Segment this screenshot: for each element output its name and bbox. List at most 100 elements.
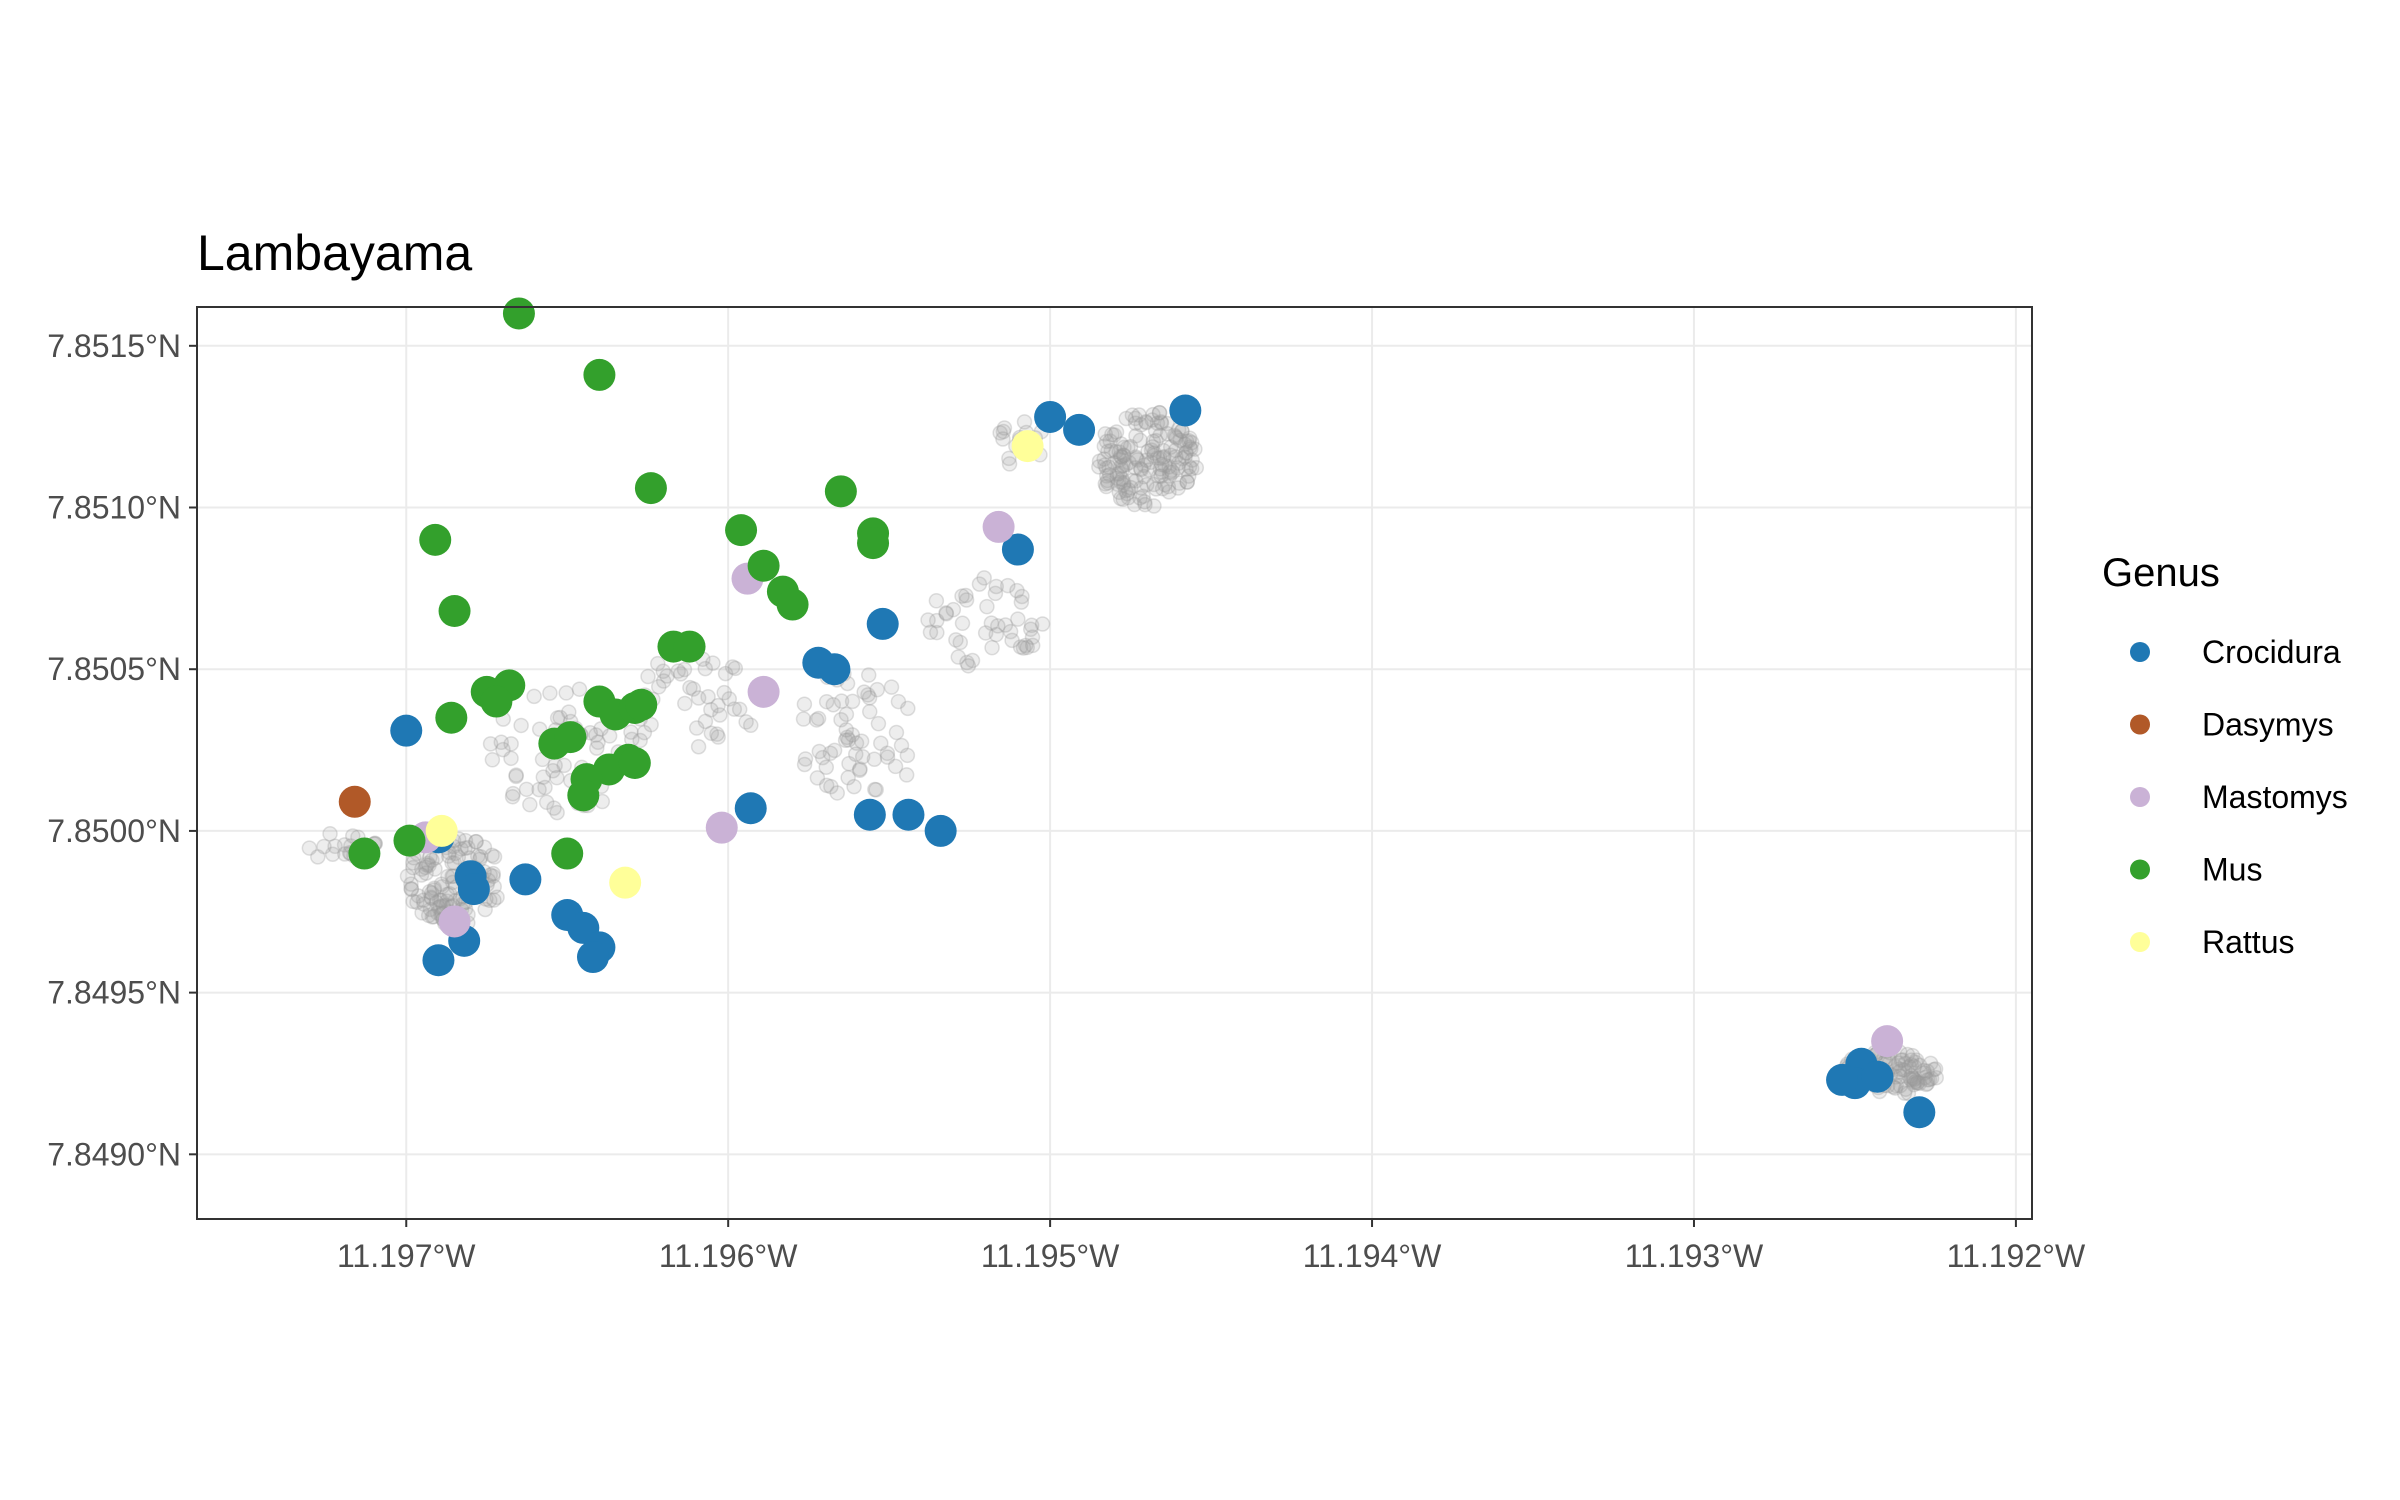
background-point (1129, 452, 1146, 468)
background-point (883, 679, 900, 695)
background-point (899, 747, 916, 764)
background-point (405, 859, 421, 876)
background-point (1166, 427, 1183, 444)
background-point (1896, 1085, 1913, 1101)
background-point (1099, 468, 1115, 484)
background-point (460, 839, 476, 856)
background-point (403, 876, 419, 892)
background-point (485, 865, 501, 882)
background-point (447, 845, 464, 862)
background-point (1133, 417, 1149, 433)
x-tick-label: 11.196°W (659, 1238, 798, 1274)
background-point (1109, 466, 1126, 482)
background-point (1015, 640, 1032, 656)
background-point (990, 618, 1006, 634)
background-point (890, 693, 907, 710)
background-point (673, 666, 689, 682)
background-point (403, 880, 419, 897)
background-point (1000, 577, 1016, 594)
y-tick-label: 7.8500°N (47, 813, 181, 849)
background-point (700, 689, 716, 705)
background-point (1023, 617, 1040, 634)
background-point (712, 707, 728, 723)
background-point (1901, 1058, 1918, 1075)
data-point-mus (857, 527, 890, 560)
background-point (316, 838, 332, 855)
background-point (1112, 448, 1129, 465)
background-point (1137, 496, 1153, 513)
background-point (423, 890, 440, 907)
background-point (1124, 407, 1141, 423)
background-point (1153, 468, 1169, 484)
background-point (418, 865, 434, 881)
y-tick-label: 7.8515°N (47, 328, 181, 364)
data-point-crocidura (422, 944, 455, 977)
background-point (1895, 1061, 1911, 1078)
background-point (1131, 407, 1147, 423)
background-point (1115, 447, 1132, 463)
data-point-mus (502, 297, 535, 330)
background-point (1132, 432, 1148, 449)
background-point (589, 740, 605, 756)
background-point (1153, 456, 1170, 473)
background-point (1154, 480, 1171, 497)
legend-label: Mastomys (2202, 779, 2348, 815)
background-point (1150, 468, 1167, 484)
y-axis: 7.8490°N 7.8495°N 7.8500°N 7.8505°N 7.8510°N… (47, 328, 197, 1172)
background-point (1096, 438, 1113, 454)
background-point (888, 724, 905, 741)
background-point (1162, 439, 1179, 455)
background-point (1109, 470, 1125, 486)
background-point (1115, 491, 1131, 508)
background-point (1892, 1077, 1908, 1094)
data-point-mus (725, 514, 758, 547)
grid-lines (197, 307, 2032, 1219)
background-point (1146, 447, 1162, 464)
background-point (1921, 1071, 1938, 1088)
background-point (796, 756, 813, 773)
background-point (1903, 1052, 1920, 1068)
data-point-mus (583, 358, 616, 391)
x-tick-label: 11.193°W (1625, 1238, 1764, 1274)
background-point (1116, 439, 1132, 456)
legend-label: Rattus (2202, 924, 2294, 960)
background-point (873, 735, 889, 751)
background-point (467, 834, 484, 850)
background-point (1172, 432, 1189, 449)
background-point (1149, 450, 1166, 466)
background-point (1127, 460, 1144, 476)
data-point-crocidura (457, 873, 490, 906)
background-point (549, 769, 565, 786)
data-point-mus (554, 721, 587, 754)
background-point (659, 668, 675, 684)
background-point (1160, 478, 1177, 495)
background-point (1122, 438, 1139, 455)
background-point (1157, 476, 1173, 493)
data-point-mastomys (705, 811, 738, 844)
background-point (818, 693, 835, 710)
background-point (441, 886, 458, 902)
background-point (1161, 459, 1177, 475)
background-point (840, 732, 857, 748)
legend-label: Crocidura (2202, 634, 2341, 670)
background-point (950, 649, 967, 665)
background-point (476, 839, 493, 856)
background-point (971, 576, 988, 592)
background-point (1904, 1047, 1921, 1064)
background-point (1144, 412, 1161, 428)
background-point (518, 781, 535, 798)
background-point (1127, 415, 1144, 431)
background-point (1900, 1085, 1917, 1102)
data-point-crocidura (1169, 394, 1202, 427)
background-point (703, 725, 720, 742)
background-point (493, 734, 510, 751)
background-point (822, 745, 839, 761)
background-point (1908, 1052, 1925, 1068)
legend-key-mus (2130, 859, 2150, 880)
background-point (1016, 414, 1033, 430)
background-point (1098, 478, 1115, 495)
background-point (1903, 1057, 1920, 1073)
background-point (1001, 456, 1018, 472)
background-point (1909, 1074, 1926, 1091)
background-point (811, 743, 828, 760)
